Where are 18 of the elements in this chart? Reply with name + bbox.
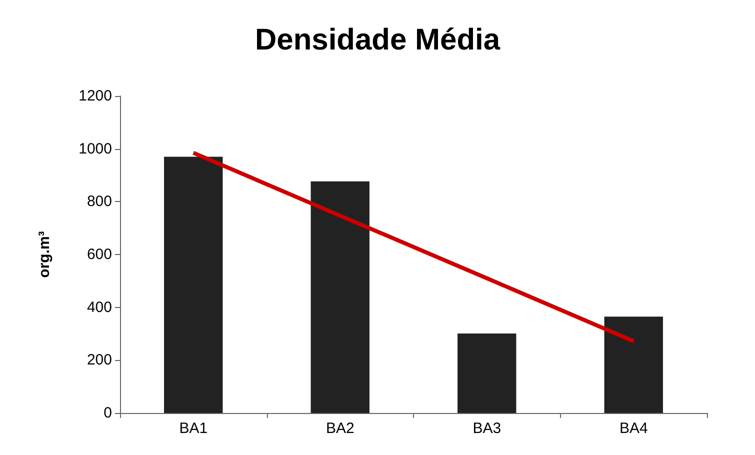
y-tick-label: 0 — [104, 404, 112, 422]
y-tick-label: 1000 — [78, 140, 112, 158]
bar — [164, 156, 223, 413]
y-axis-title: org.m³ — [36, 231, 53, 278]
chart-title: Densidade Média — [254, 24, 500, 56]
y-tick-label: 200 — [86, 352, 112, 369]
y-tick-label: 600 — [86, 246, 112, 263]
y-tick-label: 400 — [86, 298, 112, 316]
bar — [458, 333, 516, 413]
x-tick-label: BA4 — [619, 420, 648, 437]
line-series — [191, 150, 636, 344]
x-tick-label: BA2 — [326, 420, 354, 437]
bar — [310, 181, 370, 413]
y-tick-label: 800 — [86, 193, 112, 210]
y-tick-label: 1200 — [78, 88, 112, 104]
bar — [604, 316, 663, 413]
x-tick-label: BA1 — [179, 420, 208, 437]
x-tick-label: BA3 — [472, 420, 502, 437]
